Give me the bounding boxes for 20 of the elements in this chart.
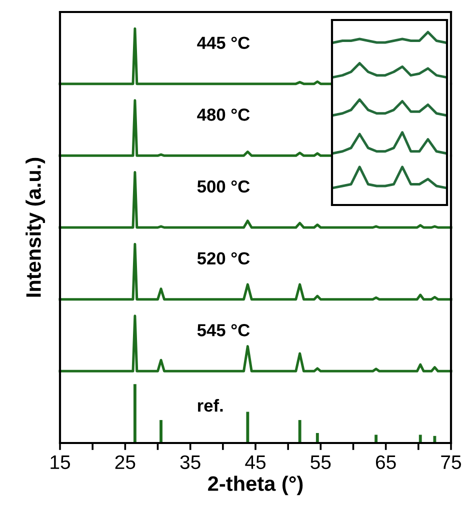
x-tick-label: 15 xyxy=(50,456,70,470)
x-tick-label: 25 xyxy=(115,455,136,470)
series-label: 480 °C xyxy=(197,108,250,121)
x-tick-label: 65 xyxy=(376,455,396,470)
series-label: ref. xyxy=(198,398,223,412)
bar xyxy=(298,420,302,443)
bar xyxy=(316,432,319,443)
x-tick-label: 45 xyxy=(245,456,266,470)
bar xyxy=(133,384,136,443)
series-label: 545 °C xyxy=(197,324,250,336)
x-tick-label: 75 xyxy=(441,456,461,470)
x-tick-label: 55 xyxy=(310,456,331,470)
bar xyxy=(160,420,162,443)
text: 445 °C xyxy=(197,36,250,49)
bar xyxy=(246,412,250,443)
x-tick-label: 35 xyxy=(180,455,200,470)
series-label: 500 °C xyxy=(197,180,250,193)
series-label: 520 °C xyxy=(197,252,250,264)
x-axis-title: 2-theta (°) xyxy=(208,476,303,496)
y-axis-title: Intensity (a.u.) xyxy=(26,158,46,297)
